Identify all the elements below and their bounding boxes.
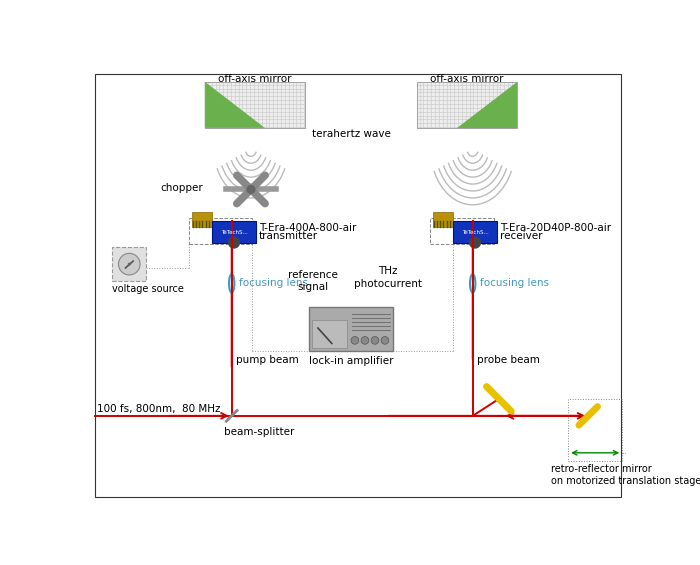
Bar (416, 82, 517, 128)
Bar (454, 221, 496, 242)
Text: receiver: receiver (500, 232, 542, 241)
Ellipse shape (470, 274, 475, 293)
Polygon shape (204, 82, 265, 128)
Text: TeTechS...: TeTechS... (220, 230, 247, 235)
Text: 100 fs, 800nm,  80 MHz: 100 fs, 800nm, 80 MHz (97, 405, 220, 414)
Text: off-axis mirror: off-axis mirror (218, 74, 292, 84)
Circle shape (361, 337, 369, 344)
Text: voltage source: voltage source (112, 284, 184, 294)
Bar (416, 82, 517, 128)
Circle shape (351, 337, 359, 344)
Text: T-Era-400A-800-air: T-Era-400A-800-air (258, 223, 356, 233)
Bar (312, 320, 347, 348)
Text: THz
photocurrent: THz photocurrent (354, 267, 422, 289)
Bar (568, 399, 622, 460)
Circle shape (247, 186, 255, 193)
Bar (433, 212, 453, 227)
Circle shape (371, 337, 379, 344)
Circle shape (470, 237, 480, 248)
Text: T-Era-20D40P-800-air: T-Era-20D40P-800-air (500, 223, 611, 233)
Text: reference
signal: reference signal (288, 270, 337, 292)
Text: chopper: chopper (160, 183, 203, 193)
Bar (192, 212, 211, 227)
Circle shape (381, 337, 388, 344)
Text: TeTechS...: TeTechS... (461, 230, 489, 235)
Polygon shape (456, 82, 517, 128)
Circle shape (118, 253, 140, 275)
Ellipse shape (229, 274, 234, 293)
Bar (213, 221, 255, 242)
Text: probe beam: probe beam (477, 355, 540, 366)
Bar (112, 247, 146, 281)
Circle shape (127, 263, 131, 266)
Bar (204, 82, 305, 128)
Text: pump beam: pump beam (235, 355, 298, 366)
Text: terahertz wave: terahertz wave (312, 129, 391, 140)
Text: beam-splitter: beam-splitter (224, 427, 295, 437)
Text: transmitter: transmitter (258, 232, 318, 241)
Text: lock-in amplifier: lock-in amplifier (309, 356, 393, 366)
Text: focusing lens: focusing lens (239, 279, 309, 288)
Text: off-axis mirror: off-axis mirror (430, 74, 503, 84)
Bar (430, 218, 494, 244)
Bar (204, 82, 305, 128)
Text: focusing lens: focusing lens (480, 279, 550, 288)
Text: retro-reflector mirror
on motorized translation stage: retro-reflector mirror on motorized tran… (552, 464, 700, 486)
Circle shape (229, 237, 239, 248)
Bar (189, 218, 253, 244)
Bar (309, 306, 393, 351)
